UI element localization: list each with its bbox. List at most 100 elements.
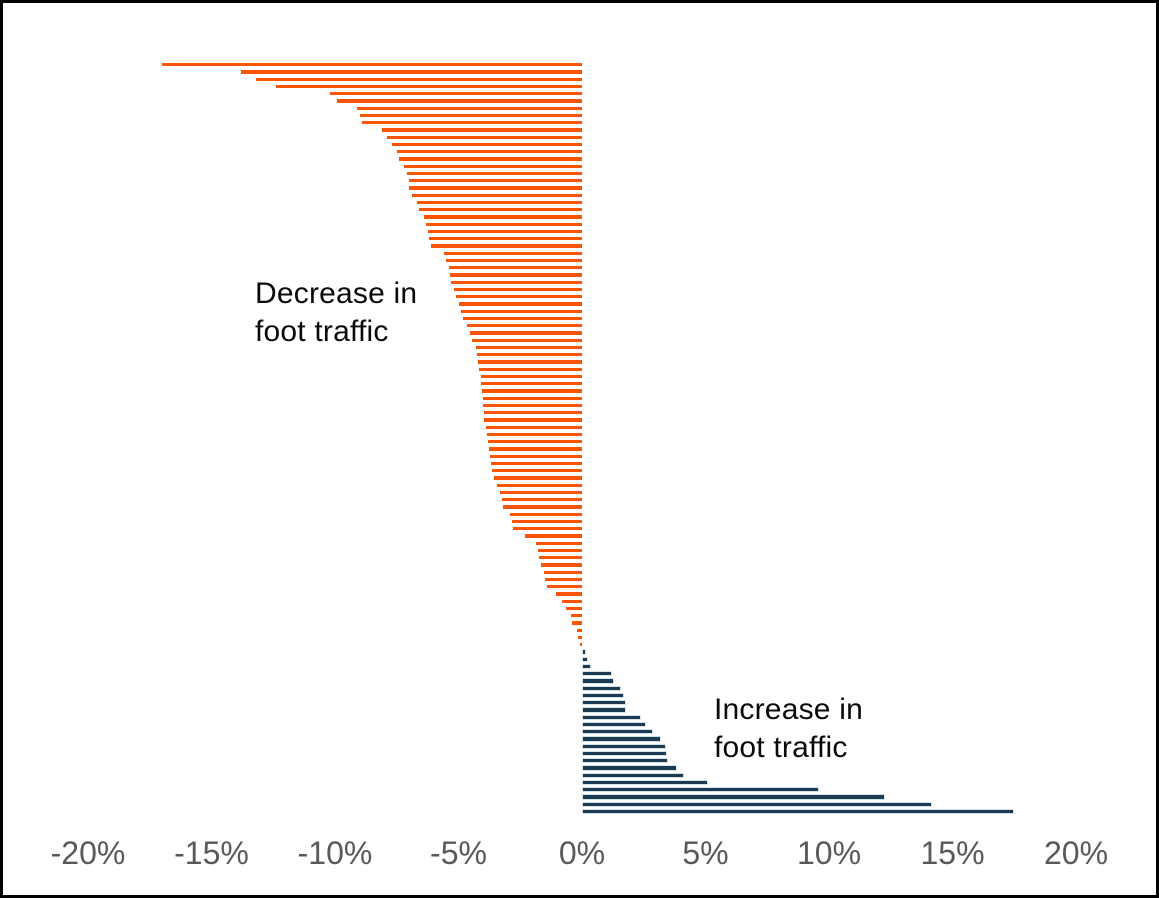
bar — [483, 403, 582, 408]
x-axis-tick-label: 15% — [920, 835, 985, 871]
bar — [404, 164, 582, 168]
bar — [411, 193, 582, 197]
bar — [477, 353, 582, 357]
bar — [525, 534, 582, 538]
bar — [337, 99, 582, 103]
bar — [583, 751, 666, 756]
bar — [583, 795, 885, 799]
bar — [583, 708, 625, 712]
bar — [386, 135, 582, 139]
bar — [162, 63, 582, 67]
bar — [427, 229, 582, 234]
bar — [467, 324, 582, 328]
bar — [241, 70, 582, 74]
bar — [478, 360, 582, 364]
bar — [583, 664, 591, 669]
bar — [423, 215, 582, 219]
bar — [490, 461, 582, 466]
bar — [583, 737, 660, 741]
bar — [583, 730, 653, 734]
bar — [577, 628, 582, 632]
bar — [488, 447, 582, 451]
bar — [488, 440, 582, 444]
bar — [480, 382, 582, 386]
bar — [485, 425, 582, 429]
bar — [449, 273, 582, 277]
bar — [543, 570, 582, 574]
bar — [469, 331, 582, 335]
bar — [275, 84, 582, 89]
x-axis-tick-label: 10% — [796, 835, 862, 871]
bar — [500, 490, 582, 495]
bar — [463, 316, 582, 321]
bar — [583, 686, 621, 690]
bar — [583, 802, 932, 806]
bar — [458, 302, 582, 306]
bar — [583, 650, 586, 654]
bar — [583, 766, 676, 770]
bar — [579, 643, 582, 647]
bar — [460, 309, 582, 313]
foot-traffic-tornado-chart: Decrease in foot traffic Increase in foo… — [3, 3, 1156, 895]
bar — [491, 469, 582, 473]
bar — [583, 657, 587, 661]
bar — [537, 548, 582, 553]
increase-annotation: Increase in foot traffic — [714, 693, 863, 764]
x-axis-tick-label: 20% — [1043, 835, 1109, 871]
bar — [570, 614, 582, 618]
bar — [483, 396, 582, 400]
bar — [583, 722, 645, 727]
bar — [472, 338, 582, 342]
bar — [448, 266, 582, 270]
bar — [456, 295, 582, 299]
bar — [399, 157, 582, 161]
bar — [409, 186, 582, 190]
bar — [381, 128, 582, 132]
bar — [443, 251, 582, 255]
bar — [512, 527, 582, 531]
bar — [479, 367, 582, 371]
bar — [484, 418, 582, 422]
x-axis-tick-label: -20% — [50, 835, 126, 871]
bar — [357, 106, 582, 110]
x-axis-tick-label: 0% — [558, 835, 606, 871]
bar — [536, 541, 582, 545]
bar — [583, 780, 707, 785]
bar — [538, 556, 582, 560]
bar — [583, 693, 623, 698]
bar — [510, 512, 582, 516]
bar — [565, 606, 582, 611]
bar — [418, 208, 582, 212]
bar — [541, 563, 582, 567]
bar — [547, 585, 582, 589]
bar — [446, 258, 582, 263]
bar — [583, 759, 667, 763]
bar — [489, 454, 582, 458]
bar — [583, 809, 1013, 814]
bar — [502, 505, 582, 509]
bar — [496, 483, 582, 487]
bar — [583, 788, 818, 792]
bar — [484, 411, 582, 415]
bar — [391, 142, 582, 147]
bar — [494, 476, 582, 480]
bar — [428, 237, 582, 241]
bar — [572, 621, 582, 625]
bar — [396, 150, 582, 154]
bar — [583, 715, 640, 719]
decrease-annotation: Decrease in foot traffic — [255, 277, 418, 348]
bar — [406, 171, 582, 176]
bar — [556, 592, 582, 596]
bar — [426, 222, 582, 226]
bar — [451, 280, 582, 284]
bar — [544, 577, 582, 582]
bar — [475, 345, 582, 350]
bar — [480, 374, 582, 379]
x-axis-tick-label: -10% — [297, 835, 373, 871]
x-axis-tick-label: 5% — [682, 835, 729, 871]
bar — [453, 287, 582, 292]
bar — [578, 635, 582, 640]
bar — [409, 179, 582, 183]
bar — [481, 389, 582, 393]
bar — [486, 432, 582, 437]
